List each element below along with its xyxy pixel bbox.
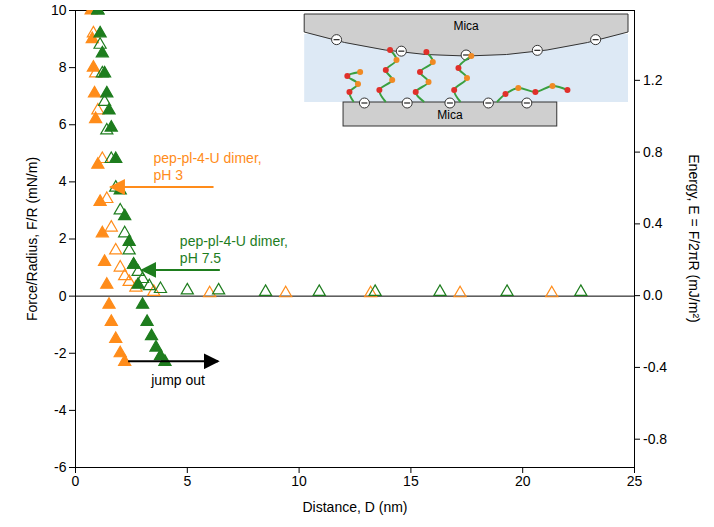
svg-text:0.8: 0.8	[643, 144, 663, 160]
svg-text:Distance, D (nm): Distance, D (nm)	[302, 499, 407, 515]
svg-text:20: 20	[515, 473, 531, 489]
svg-text:25: 25	[627, 473, 643, 489]
svg-text:0: 0	[59, 288, 67, 304]
svg-text:1.2: 1.2	[643, 72, 663, 88]
svg-text:2: 2	[59, 230, 67, 246]
svg-text:15: 15	[403, 473, 419, 489]
svg-text:pep-pl-4-U dimer,: pep-pl-4-U dimer,	[154, 150, 262, 166]
svg-text:8: 8	[59, 59, 67, 75]
svg-text:-0.4: -0.4	[643, 359, 667, 375]
svg-text:0.0: 0.0	[643, 287, 663, 303]
svg-text:10: 10	[291, 473, 307, 489]
svg-text:0: 0	[72, 473, 80, 489]
svg-text:5: 5	[183, 473, 191, 489]
svg-text:-6: -6	[54, 459, 67, 475]
svg-text:-4: -4	[54, 402, 67, 418]
svg-text:6: 6	[59, 116, 67, 132]
svg-text:Energy, E = F/2πR (mJ/m²): Energy, E = F/2πR (mJ/m²)	[686, 154, 702, 322]
svg-text:pH 3: pH 3	[154, 167, 184, 183]
svg-text:pH 7.5: pH 7.5	[180, 250, 221, 266]
svg-text:-0.8: -0.8	[643, 431, 667, 447]
svg-text:0.4: 0.4	[643, 215, 663, 231]
svg-text:pep-pl-4-U dimer,: pep-pl-4-U dimer,	[180, 233, 288, 249]
svg-text:-2: -2	[54, 345, 67, 361]
svg-text:10: 10	[51, 2, 67, 18]
svg-text:Mica: Mica	[437, 108, 463, 122]
svg-text:jump out: jump out	[150, 372, 205, 388]
svg-text:Mica: Mica	[453, 19, 479, 33]
svg-text:Force/Radius, F/R (mN/m): Force/Radius, F/R (mN/m)	[24, 157, 40, 321]
svg-text:4: 4	[59, 173, 67, 189]
